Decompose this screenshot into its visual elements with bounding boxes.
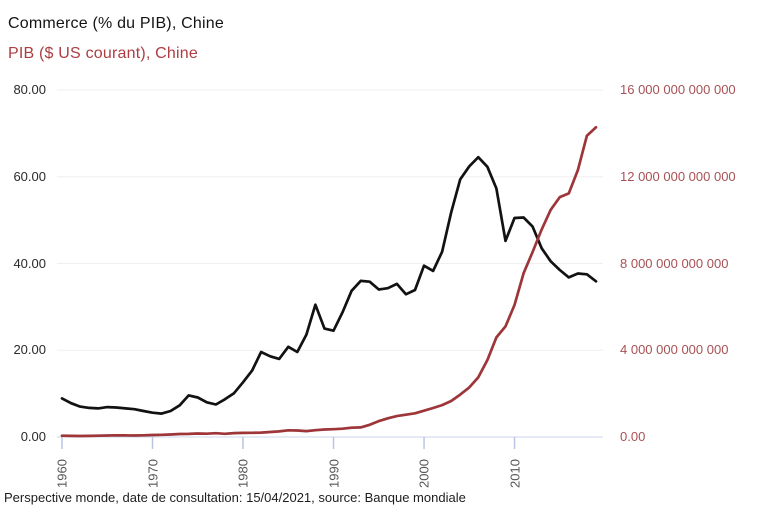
y-axis-label-left: 80.00 bbox=[13, 82, 46, 97]
y-axis-label-left: 0.00 bbox=[20, 429, 46, 444]
chart-title-pib: PIB ($ US courant), Chine bbox=[8, 45, 198, 62]
x-axis-label: 1970 bbox=[145, 459, 160, 488]
y-axis-label-left: 20.00 bbox=[13, 342, 46, 358]
y-axis-label-right: 12 000 000 000 000 bbox=[620, 168, 736, 184]
chart-title-commerce: Commerce (% du PIB), Chine bbox=[8, 15, 224, 32]
y-axis-label-left: 60.00 bbox=[13, 168, 46, 184]
x-axis-label: 2000 bbox=[416, 459, 432, 488]
x-axis-label: 1960 bbox=[54, 459, 70, 488]
y-axis-label-left: 40.00 bbox=[13, 255, 46, 271]
source-caption: Perspective monde, date de consultation:… bbox=[4, 490, 466, 505]
x-axis-label: 1990 bbox=[326, 459, 342, 488]
series-line-commerce bbox=[60, 155, 598, 415]
x-axis-label: 2010 bbox=[507, 459, 523, 488]
y-axis-label-right: 16 000 000 000 000 bbox=[620, 82, 736, 97]
y-axis-label-right: 4 000 000 000 000 bbox=[620, 342, 729, 358]
x-axis-label: 1980 bbox=[235, 459, 251, 488]
y-axis-label-right: 8 000 000 000 000 bbox=[620, 255, 729, 271]
y-axis-label-right: 0.00 bbox=[620, 429, 646, 444]
series-line-pib bbox=[60, 125, 598, 438]
